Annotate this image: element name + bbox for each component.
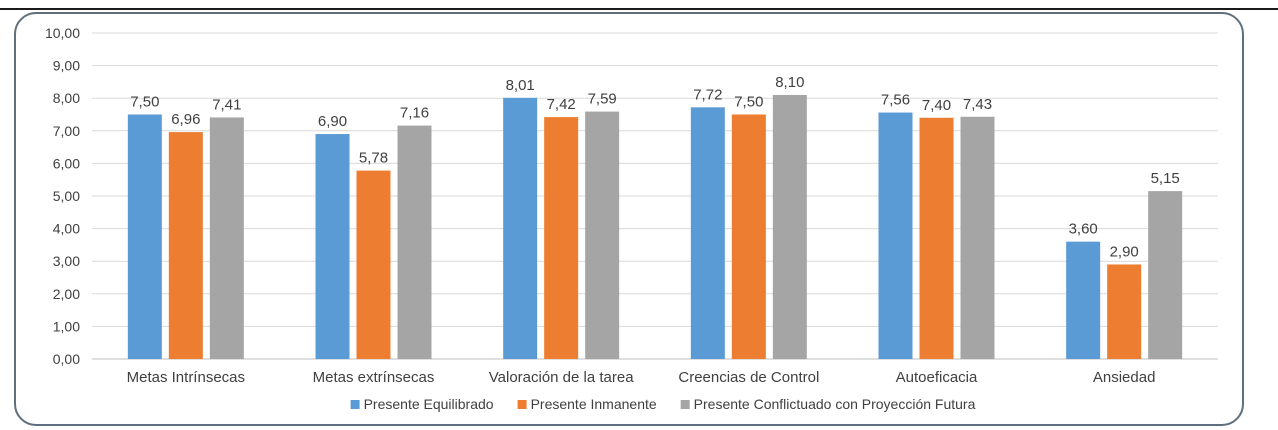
x-tick-label: Creencias de Control xyxy=(678,369,819,386)
legend-label: Presente Conflictuado con Proyección Fut… xyxy=(694,396,976,412)
data-label: 2,90 xyxy=(1110,243,1139,260)
data-label: 6,96 xyxy=(171,111,200,128)
bar xyxy=(960,116,995,359)
data-label: 7,16 xyxy=(400,105,429,122)
bar xyxy=(1066,241,1101,359)
bar xyxy=(168,132,203,359)
x-tick-label: Ansiedad xyxy=(1093,369,1156,386)
y-tick-label: 4,00 xyxy=(53,221,80,237)
data-label: 6,90 xyxy=(318,113,347,130)
bar xyxy=(397,125,432,359)
gridlines xyxy=(92,32,1218,360)
data-label: 7,40 xyxy=(922,97,951,114)
y-tick-label: 9,00 xyxy=(53,58,80,74)
data-label: 8,10 xyxy=(775,74,804,91)
bar xyxy=(127,114,162,359)
data-label: 7,42 xyxy=(547,96,576,113)
bar xyxy=(878,112,913,359)
legend-swatch xyxy=(680,400,690,409)
legend-item: Presente Inmanente xyxy=(517,396,657,412)
bar xyxy=(1107,264,1142,359)
data-label: 7,72 xyxy=(693,86,722,103)
legend-item: Presente Equilibrado xyxy=(350,396,494,412)
y-tick-label: 5,00 xyxy=(53,188,80,204)
bar xyxy=(544,117,579,359)
bar xyxy=(1148,191,1183,359)
legend-swatch xyxy=(350,400,360,409)
data-label: 3,60 xyxy=(1069,221,1098,238)
data-label: 7,50 xyxy=(734,94,763,111)
data-label: 5,15 xyxy=(1151,170,1180,187)
y-tick-label: 10,00 xyxy=(45,25,80,41)
x-axis-ticks: Metas Intrínsecas Metas extrínsecas Valora… xyxy=(127,369,1156,386)
bar xyxy=(209,117,244,360)
data-label: 7,56 xyxy=(881,92,910,109)
data-label: 5,78 xyxy=(359,150,388,167)
legend-label: Presente Equilibrado xyxy=(364,396,494,412)
data-labels: 7,50 6,96 7,41 6,90 5,78 7,16 8,01 7,42 7,59 7,72… xyxy=(130,74,1180,261)
bar xyxy=(356,170,391,359)
y-tick-label: 3,00 xyxy=(53,253,80,269)
data-label: 8,01 xyxy=(506,77,535,94)
y-tick-label: 2,00 xyxy=(53,286,80,302)
data-label: 7,50 xyxy=(130,94,159,111)
bar xyxy=(772,94,807,359)
legend-label: Presente Inmanente xyxy=(531,396,657,412)
bar xyxy=(731,114,766,359)
bar xyxy=(503,97,538,360)
bar xyxy=(919,117,954,359)
bar xyxy=(585,111,620,359)
data-label: 7,41 xyxy=(212,96,241,113)
data-label: 7,59 xyxy=(588,91,617,108)
legend-swatch xyxy=(517,400,527,409)
x-tick-label: Autoeficacia xyxy=(896,369,978,386)
legend-item: Presente Conflictuado con Proyección Fut… xyxy=(680,396,976,412)
legend: Presente Equilibrado Presente Inmanente Pr… xyxy=(350,396,976,412)
data-label: 7,43 xyxy=(963,96,992,113)
y-tick-label: 1,00 xyxy=(53,318,80,334)
x-tick-label: Metas extrínsecas xyxy=(313,369,435,386)
y-tick-label: 7,00 xyxy=(53,123,80,139)
x-tick-label: Metas Intrínsecas xyxy=(127,369,245,386)
top-rule xyxy=(0,8,1278,10)
bar xyxy=(690,107,725,359)
bars xyxy=(127,94,1183,360)
x-tick-label: Valoración de la tarea xyxy=(489,369,634,386)
y-tick-label: 8,00 xyxy=(53,90,80,106)
bar xyxy=(315,134,350,359)
y-tick-label: 6,00 xyxy=(53,155,80,171)
y-axis-ticks: 0,00 1,00 2,00 3,00 4,00 5,00 6,00 7,00 8,00 9,00… xyxy=(45,25,80,367)
y-tick-label: 0,00 xyxy=(53,351,80,367)
